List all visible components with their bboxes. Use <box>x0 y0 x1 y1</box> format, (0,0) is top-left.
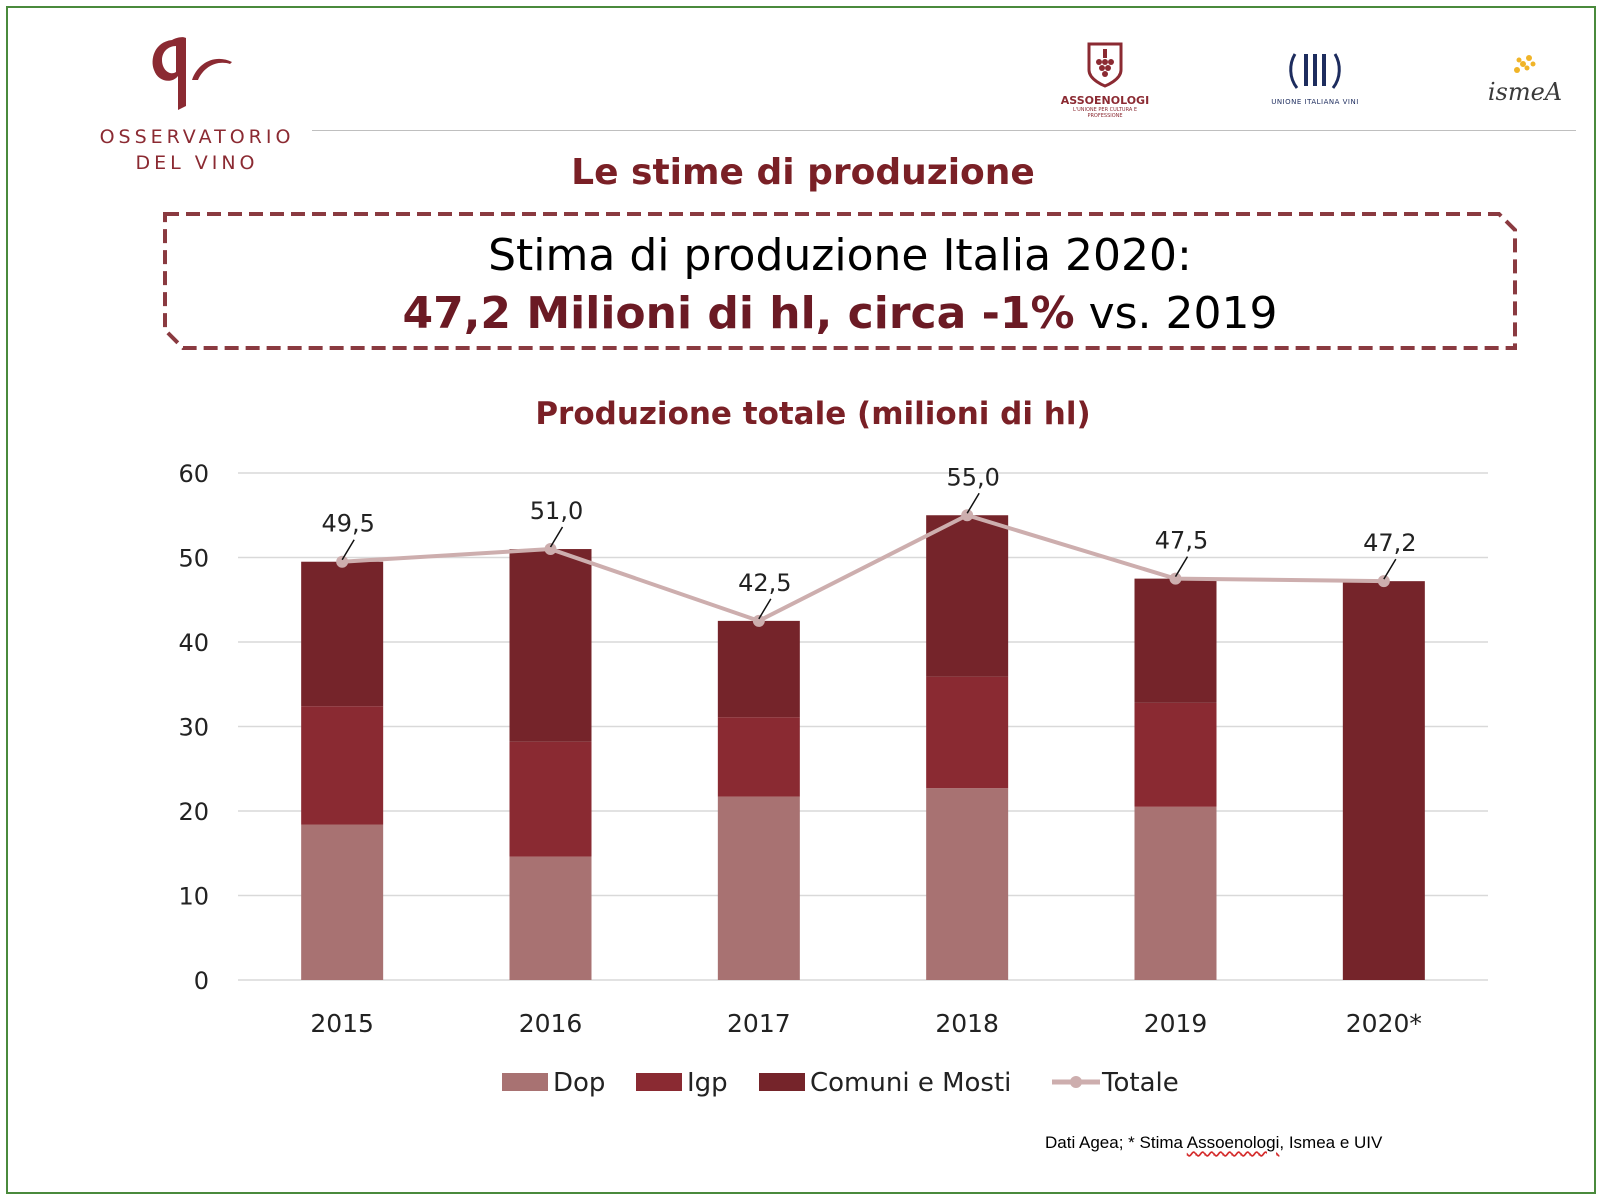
assoenologi-logo: ASSOENOLOGI L'UNIONE PER CULTURA E PROFE… <box>1055 40 1155 119</box>
legend-label: Comuni e Mosti <box>810 1068 1011 1098</box>
x-tick-label: 2016 <box>519 1009 583 1038</box>
data-label-leader <box>758 598 772 620</box>
assoenologi-sub: L'UNIONE PER CULTURA E PROFESSIONE <box>1072 107 1138 119</box>
headline-strong: 47,2 Milioni di hl, circa -1% <box>402 288 1075 339</box>
legend-swatch <box>502 1073 548 1091</box>
bar-dop <box>301 824 384 980</box>
assoenologi-crest-icon <box>1087 42 1123 88</box>
ismea-logo: ismeA <box>1470 50 1580 106</box>
bar-dop <box>1134 806 1217 980</box>
headline-rest: vs. 2019 <box>1074 288 1278 339</box>
assoenologi-name: ASSOENOLOGI <box>1060 94 1150 107</box>
slide-title: Le stime di produzione <box>571 152 1035 193</box>
legend-swatch <box>759 1073 805 1091</box>
y-tick-label: 10 <box>178 883 209 911</box>
y-tick-label: 60 <box>178 460 209 488</box>
x-tick-label: 2018 <box>935 1009 999 1038</box>
osservatorio-mark-icon <box>152 37 232 111</box>
y-tick-label: 50 <box>178 545 209 573</box>
data-label: 47,5 <box>1155 527 1208 555</box>
x-tick-label: 2020* <box>1346 1009 1422 1038</box>
data-label-leader <box>966 492 980 514</box>
ismea-wheat-icon <box>1514 55 1536 73</box>
bar-igp <box>301 706 384 825</box>
data-label-leader <box>1174 556 1189 578</box>
totale-line <box>342 513 1384 624</box>
data-label: 47,2 <box>1363 529 1416 557</box>
chart-title: Produzione totale (milioni di hl) <box>535 396 1091 432</box>
bar-comuni-e-mosti <box>1134 578 1217 703</box>
uiv-name: UNIONE ITALIANA VINI <box>1271 98 1359 106</box>
uiv-logo: UNIONE ITALIANA VINI <box>1260 50 1370 106</box>
headline-dashed-border <box>163 212 1517 350</box>
totale-point <box>1169 572 1182 585</box>
bar-dop <box>509 856 592 980</box>
data-label: 55,0 <box>946 463 999 491</box>
uiv-mark-icon <box>1289 53 1341 89</box>
headline-line1: Stima di produzione Italia 2020: <box>488 230 1192 281</box>
legend-swatch <box>636 1073 682 1091</box>
data-label: 51,0 <box>530 497 583 525</box>
slide-frame <box>6 6 1596 1194</box>
totale-point <box>961 509 974 522</box>
bar-dop <box>717 796 800 980</box>
headline-line2: 47,2 Milioni di hl, circa -1% vs. 2019 <box>163 288 1517 339</box>
totale-point <box>544 543 557 556</box>
ismea-name: ismeA <box>1487 78 1563 106</box>
bar-igp <box>1134 702 1217 807</box>
logo-line1: OSSERVATORIO <box>99 126 295 148</box>
logo-line2: DEL VINO <box>135 152 259 174</box>
bar-comuni-e-mosti <box>1342 581 1425 980</box>
source-prefix: Dati Agea; * Stima <box>1045 1133 1187 1152</box>
osservatorio-logo: OSSERVATORIO DEL VINO <box>82 32 312 182</box>
header-rule <box>312 130 1576 131</box>
bar-dop <box>926 788 1009 980</box>
y-tick-label: 30 <box>178 714 209 742</box>
source-note: Dati Agea; * Stima Assoenologi, Ismea e … <box>1045 1133 1382 1153</box>
bar-comuni-e-mosti <box>509 549 592 742</box>
bar-comuni-e-mosti <box>717 620 800 718</box>
x-tick-label: 2017 <box>727 1009 791 1038</box>
data-label: 49,5 <box>321 510 374 538</box>
legend-label: Igp <box>687 1068 728 1098</box>
totale-point <box>752 614 765 627</box>
headline-box: Stima di produzione Italia 2020: 47,2 Mi… <box>163 212 1517 350</box>
y-tick-label: 20 <box>178 798 209 826</box>
bar-comuni-e-mosti <box>926 515 1009 677</box>
source-suffix: , Ismea e UIV <box>1279 1133 1383 1152</box>
legend-swatch-marker <box>1070 1076 1082 1088</box>
bar-igp <box>717 717 800 797</box>
data-label: 42,5 <box>738 569 791 597</box>
data-label-leader <box>549 526 564 548</box>
bar-igp <box>926 676 1009 789</box>
legend-label: Totale <box>1101 1068 1179 1098</box>
totale-point <box>1377 575 1390 588</box>
y-tick-label: 40 <box>178 629 209 657</box>
bar-igp <box>509 741 592 857</box>
x-tick-label: 2015 <box>310 1009 374 1038</box>
x-tick-label: 2019 <box>1144 1009 1208 1038</box>
y-tick-label: 0 <box>194 967 209 995</box>
bar-comuni-e-mosti <box>301 561 384 707</box>
data-label-leader <box>1383 558 1397 580</box>
data-label-leader <box>341 539 355 561</box>
totale-point <box>336 555 349 568</box>
legend-label: Dop <box>553 1068 605 1098</box>
source-underlined: Assoenologi <box>1186 1133 1280 1152</box>
